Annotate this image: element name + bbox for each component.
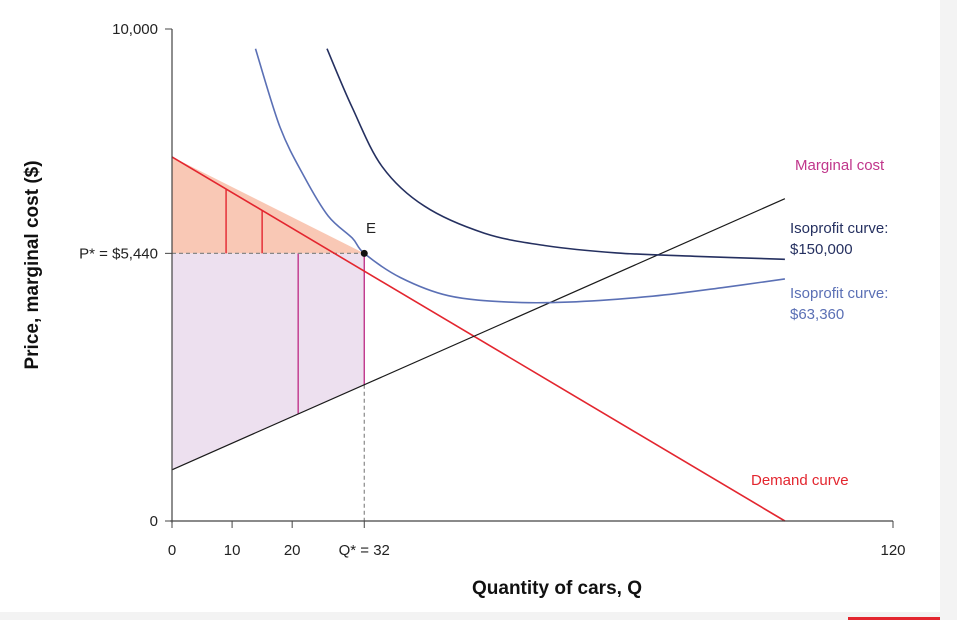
equilibrium-point (360, 249, 368, 257)
x-tick-label-1: 10 (224, 542, 241, 559)
curves (171, 48, 786, 522)
x-tick-label-4: 120 (880, 542, 905, 559)
isoprofit-150-label-line2: $150,000 (790, 241, 853, 258)
series-isoprofit-curve-150-000 (326, 48, 785, 261)
series-isoprofit-curve-63-360 (254, 48, 786, 304)
chart-background (0, 0, 940, 612)
shaded-regions (172, 156, 365, 470)
consumer-surplus-region (172, 156, 365, 254)
y-axis-title: Price, marginal cost ($) (22, 160, 43, 369)
x-axis-title: Quantity of cars, Q (472, 578, 642, 599)
series-marginal-cost (171, 198, 786, 471)
y-tick-label-1: P* = $5,440 (79, 245, 158, 262)
ticks: 0 10 20 Q* = 32 120 0 P* = $5,440 10,000 (79, 21, 905, 559)
isoprofit-150-label-line1: Isoprofit curve: (790, 220, 888, 237)
y-tick-label-0: 0 (150, 513, 158, 530)
equilibrium-label: E (366, 220, 376, 237)
isoprofit-63-label-line2: $63,360 (790, 306, 844, 323)
series-demand-curve (171, 156, 786, 522)
axes (170, 29, 893, 523)
x-tick-label-3: Q* = 32 (339, 542, 390, 559)
x-tick-label-0: 0 (168, 542, 176, 559)
producer-surplus-region (172, 253, 365, 470)
y-tick-label-2: 10,000 (112, 21, 158, 38)
x-tick-label-2: 20 (284, 542, 301, 559)
footer-accent-bar (848, 617, 940, 620)
surplus-lines (172, 189, 365, 521)
marginal-cost-label: Marginal cost (795, 157, 885, 174)
demand-curve-label: Demand curve (751, 472, 849, 489)
isoprofit-63-label-line1: Isoprofit curve: (790, 285, 888, 302)
